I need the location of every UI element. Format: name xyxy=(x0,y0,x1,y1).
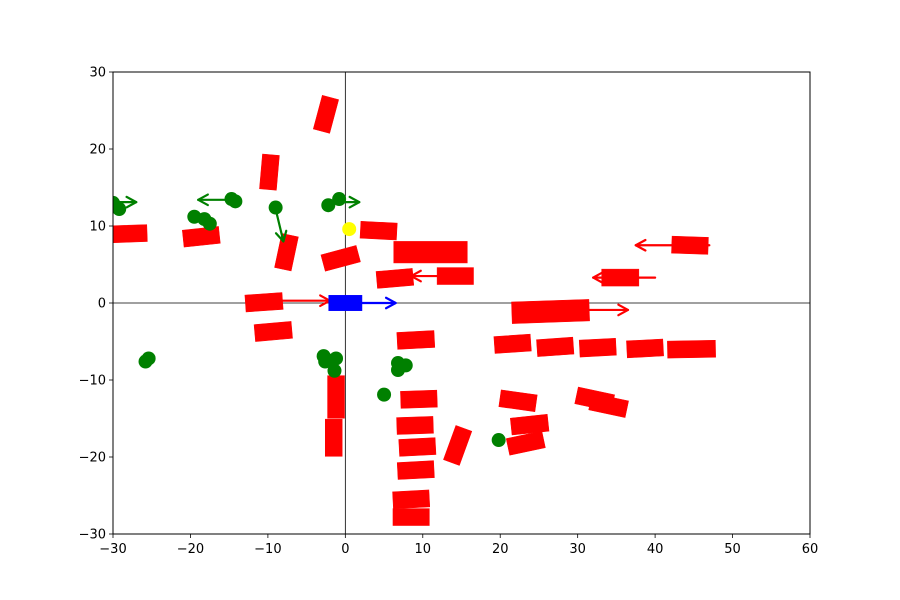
vehicle-velocity-arrow xyxy=(634,238,711,252)
y-tick-label: 0 xyxy=(98,297,106,312)
x-tick-label: −10 xyxy=(254,542,281,557)
pedestrian-point xyxy=(491,433,506,448)
vehicle-box xyxy=(493,333,532,354)
x-tick-label: 30 xyxy=(569,542,586,557)
pedestrian-velocity-arrow-head xyxy=(125,195,138,209)
target-point xyxy=(342,222,357,237)
pedestrian-point xyxy=(268,200,283,215)
vehicle-box xyxy=(327,375,345,419)
vehicle-box xyxy=(312,95,339,134)
vehicle-box xyxy=(398,437,437,457)
ego-velocity-arrow-head xyxy=(384,296,397,310)
pedestrian-velocity-arrow-head xyxy=(274,229,288,243)
y-tick-label: 10 xyxy=(89,220,106,235)
vehicle-box xyxy=(396,460,435,480)
pedestrian-point xyxy=(228,194,243,209)
vehicle-box xyxy=(578,337,617,358)
vehicle-box xyxy=(396,330,436,350)
vehicle-velocity-arrow xyxy=(410,269,463,283)
pedestrian-point xyxy=(329,351,344,366)
x-axis-ticks: −30 −20 −10 0 10 20 30 40 50 60 xyxy=(99,534,818,557)
vehicle-box xyxy=(505,430,546,456)
vehicle-box xyxy=(182,226,221,248)
vehicle-box xyxy=(443,425,473,466)
vehicle-box xyxy=(113,224,148,244)
pedestrian-point xyxy=(398,358,413,373)
vehicle-velocity-arrow-head xyxy=(617,303,630,317)
pedestrian-velocity-arrow-shaft xyxy=(274,207,285,243)
pedestrian-point xyxy=(113,202,127,217)
x-tick-label: 40 xyxy=(647,542,664,557)
vehicle-box xyxy=(253,321,293,342)
vehicle-velocity-arrow xyxy=(584,303,630,317)
x-tick-label: 50 xyxy=(724,542,741,557)
vehicle-box xyxy=(400,389,438,409)
x-tick-label: −30 xyxy=(99,542,126,557)
vehicle-box xyxy=(375,268,415,289)
x-tick-label: −20 xyxy=(177,542,204,557)
vehicle-box xyxy=(244,292,284,313)
pedestrian-point xyxy=(332,192,347,207)
vehicle-velocity-arrow xyxy=(592,271,657,284)
vehicle-box xyxy=(392,508,430,526)
pedestrian-velocity-arrow-head xyxy=(348,195,361,209)
pedestrian-point xyxy=(202,216,217,231)
pedestrian-point xyxy=(141,351,156,366)
pedestrian-point xyxy=(377,387,392,402)
vehicle-box xyxy=(396,416,434,435)
plot-marks xyxy=(113,95,716,526)
y-tick-label: 30 xyxy=(89,66,106,81)
vehicle-box xyxy=(511,299,590,324)
vehicle-box xyxy=(498,389,538,412)
y-tick-label: 20 xyxy=(89,143,106,158)
vehicle-velocity-arrow-head xyxy=(410,269,422,283)
vehicle-box xyxy=(626,338,664,359)
vehicle-box xyxy=(588,392,629,418)
y-tick-label: −10 xyxy=(79,374,106,389)
vehicle-box xyxy=(667,340,716,359)
vehicle-box xyxy=(359,220,398,241)
vehicle-box xyxy=(324,418,343,457)
x-tick-label: 10 xyxy=(415,542,432,557)
vehicle-box xyxy=(259,153,280,191)
vehicle-box xyxy=(393,241,468,264)
pedestrian-velocity-arrow xyxy=(113,195,138,209)
vehicle-box xyxy=(536,336,575,357)
y-axis-ticks: −30 −20 −10 0 10 20 30 xyxy=(79,66,113,543)
pedestrian-velocity-arrow-head xyxy=(197,193,209,207)
y-tick-label: −20 xyxy=(79,451,106,466)
x-tick-label: 20 xyxy=(492,542,509,557)
x-tick-label: 60 xyxy=(802,542,819,557)
ego-velocity-arrow xyxy=(344,296,397,310)
vehicle-box xyxy=(510,414,550,436)
vehicle-box xyxy=(274,233,299,272)
pedestrian-point xyxy=(321,198,336,213)
pedestrian-velocity-arrow xyxy=(338,195,361,209)
vehicle-velocity-arrow-head xyxy=(592,271,604,284)
pedestrian-velocity-arrow xyxy=(197,193,235,207)
x-tick-label: 0 xyxy=(341,542,349,557)
vehicle-velocity-arrow-head xyxy=(634,238,647,252)
pedestrian-point xyxy=(327,363,342,378)
vehicle-box xyxy=(392,489,431,510)
y-tick-label: −30 xyxy=(79,528,106,543)
vehicle-box xyxy=(320,245,361,272)
pedestrian-velocity-arrow xyxy=(274,207,288,243)
